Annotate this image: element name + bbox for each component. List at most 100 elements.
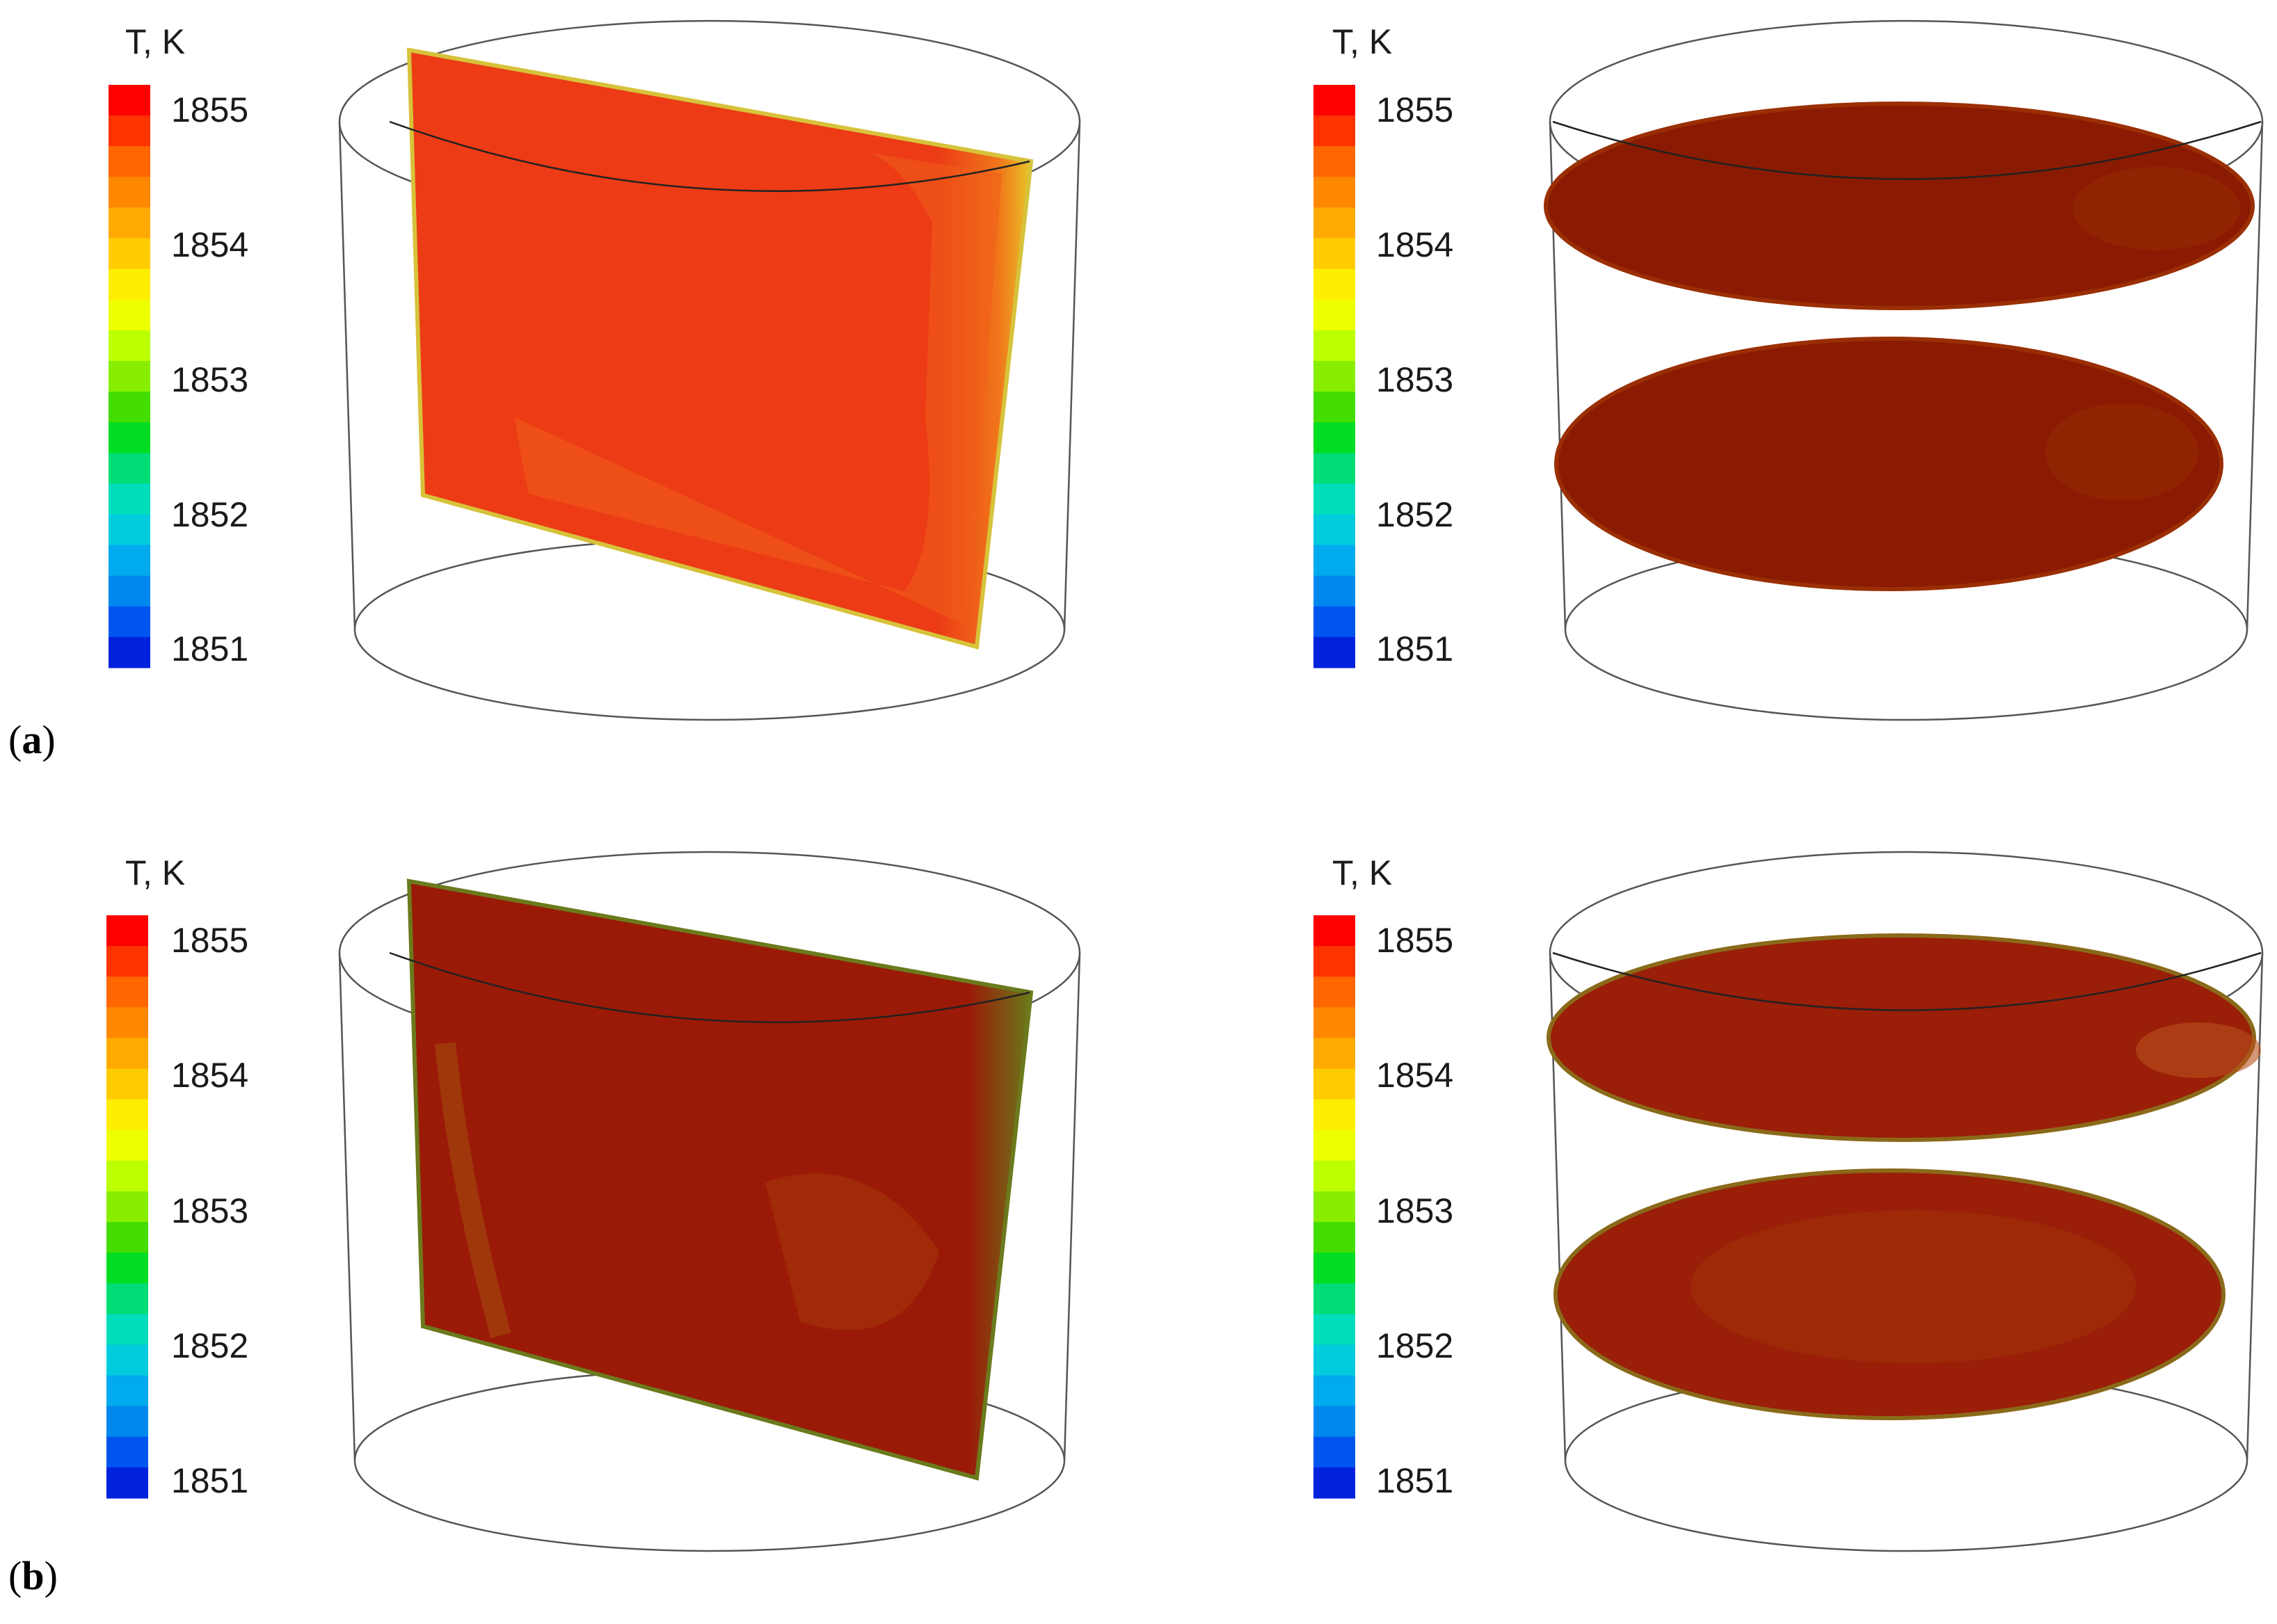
colorbar-swatch <box>109 360 150 392</box>
colorbar-swatch <box>1313 146 1355 177</box>
colorbar-swatch <box>1313 946 1355 977</box>
tick-label-1851: 1851 <box>1376 1461 1453 1500</box>
colorbar-swatch <box>109 575 150 607</box>
tick-label-1853: 1853 <box>1376 1191 1453 1230</box>
colorbar-swatches <box>106 915 148 1499</box>
colorbar-swatch <box>1313 1406 1355 1438</box>
colorbar-swatch <box>106 1283 148 1315</box>
tick-label-1851: 1851 <box>171 1461 248 1500</box>
colorbar-swatch <box>1313 1099 1355 1131</box>
colorbar-swatch <box>1313 299 1355 331</box>
colorbar-swatch <box>109 392 150 423</box>
colorbar-swatch <box>109 238 150 270</box>
horizontal-slice-lower-b <box>1553 1168 2226 1420</box>
tick-label-1855: 1855 <box>171 921 248 960</box>
tick-label-1852: 1852 <box>171 495 248 534</box>
colorbar-title: T, K <box>125 22 185 61</box>
colorbar-swatch <box>106 1314 148 1346</box>
colorbar-swatch <box>106 1375 148 1407</box>
colorbar-swatch <box>1313 483 1355 515</box>
tick-label-1853: 1853 <box>1376 360 1453 399</box>
colorbar-swatch <box>1313 606 1355 638</box>
colorbar-swatch <box>109 146 150 177</box>
colorbar-swatch <box>106 1467 148 1499</box>
colorbar-swatch <box>109 115 150 147</box>
colorbar-swatch <box>1313 1436 1355 1468</box>
colorbar-swatch <box>109 545 150 577</box>
colorbar-b-right: T, K 1855 1854 1853 1852 1851 <box>1313 853 1453 1500</box>
tick-label-1854: 1854 <box>1376 225 1453 264</box>
colorbar-swatch <box>1313 1283 1355 1315</box>
colorbar-swatch <box>109 636 150 668</box>
colorbar-b-left: T, K 1855 1854 1853 1852 1851 <box>106 853 248 1500</box>
tick-label-1855: 1855 <box>1376 90 1453 129</box>
colorbar-swatch <box>1313 1253 1355 1284</box>
colorbar-swatch <box>109 207 150 239</box>
colorbar-swatch <box>1313 1068 1355 1100</box>
colorbar-swatch <box>1313 1222 1355 1253</box>
colorbar-swatch <box>106 1253 148 1284</box>
colorbar-swatch <box>1313 545 1355 577</box>
tick-label-1852: 1852 <box>1376 1326 1453 1365</box>
colorbar-swatch <box>1313 1344 1355 1376</box>
colorbar-swatch <box>106 1038 148 1070</box>
colorbar-swatch <box>1313 268 1355 300</box>
colorbar-title: T, K <box>125 853 185 892</box>
colorbar-swatch <box>106 1436 148 1468</box>
colorbar-swatch <box>1313 453 1355 484</box>
colorbar-swatch <box>1313 177 1355 209</box>
tick-label-1852: 1852 <box>171 1326 248 1365</box>
colorbar-swatch <box>1313 330 1355 362</box>
colorbar-swatch <box>1313 1467 1355 1499</box>
tick-label-1854: 1854 <box>1376 1056 1453 1095</box>
colorbar-swatch <box>1313 1129 1355 1161</box>
colorbar-title: T, K <box>1332 22 1392 61</box>
colorbar-swatch <box>1313 636 1355 668</box>
tick-label-1851: 1851 <box>1376 629 1453 668</box>
colorbar-swatch <box>106 915 148 947</box>
colorbar-swatch <box>109 606 150 638</box>
colorbar-swatch <box>1313 1314 1355 1346</box>
colorbar-swatch <box>106 1007 148 1039</box>
colorbar-swatch <box>1313 238 1355 270</box>
colorbar-swatch <box>106 946 148 977</box>
panel-a: T, K 1855 1854 1853 1852 1851 T, K 1855 … <box>8 19 2264 762</box>
tick-label-1852: 1852 <box>1376 495 1453 534</box>
colorbar-swatch <box>1313 360 1355 392</box>
colorbar-swatch <box>1313 85 1355 116</box>
colorbar-swatch <box>1313 1038 1355 1070</box>
colorbar-swatch <box>1313 392 1355 423</box>
cylinder-horizontal-slices-a <box>1544 19 2264 721</box>
colorbar-swatch <box>1313 1160 1355 1192</box>
colorbar-swatch <box>1313 422 1355 453</box>
colorbar-swatches <box>109 85 150 668</box>
horizontal-slice-lower-a <box>1554 337 2223 591</box>
colorbar-swatch <box>109 330 150 362</box>
colorbar-swatches <box>1313 915 1355 1499</box>
cylinder-vertical-slice-b <box>338 851 1081 1552</box>
horizontal-slice-upper-a <box>1544 102 2255 310</box>
tick-label-1854: 1854 <box>171 225 248 264</box>
panel-label-a: (a) <box>8 717 56 762</box>
cylinder-vertical-slice-a <box>338 19 1081 721</box>
tick-label-1854: 1854 <box>171 1056 248 1095</box>
colorbar-swatches <box>1313 85 1355 668</box>
colorbar-swatch <box>1313 976 1355 1008</box>
vertical-slice-b <box>406 878 1034 1481</box>
colorbar-swatch <box>109 453 150 484</box>
colorbar-swatch <box>106 1191 148 1223</box>
tick-label-1851: 1851 <box>171 629 248 668</box>
tick-label-1855: 1855 <box>171 90 248 129</box>
tick-label-1853: 1853 <box>171 1191 248 1230</box>
colorbar-swatch <box>1313 575 1355 607</box>
panel-label-b: (b) <box>8 1553 58 1598</box>
colorbar-swatch <box>109 422 150 453</box>
colorbar-swatch <box>109 85 150 116</box>
colorbar-a-right: T, K 1855 1854 1853 1852 1851 <box>1313 22 1453 668</box>
colorbar-swatch <box>1313 915 1355 947</box>
tick-label-1855: 1855 <box>1376 921 1453 960</box>
colorbar-swatch <box>109 483 150 515</box>
colorbar-a-left: T, K 1855 1854 1853 1852 1851 <box>109 22 248 668</box>
colorbar-swatch <box>106 1406 148 1438</box>
